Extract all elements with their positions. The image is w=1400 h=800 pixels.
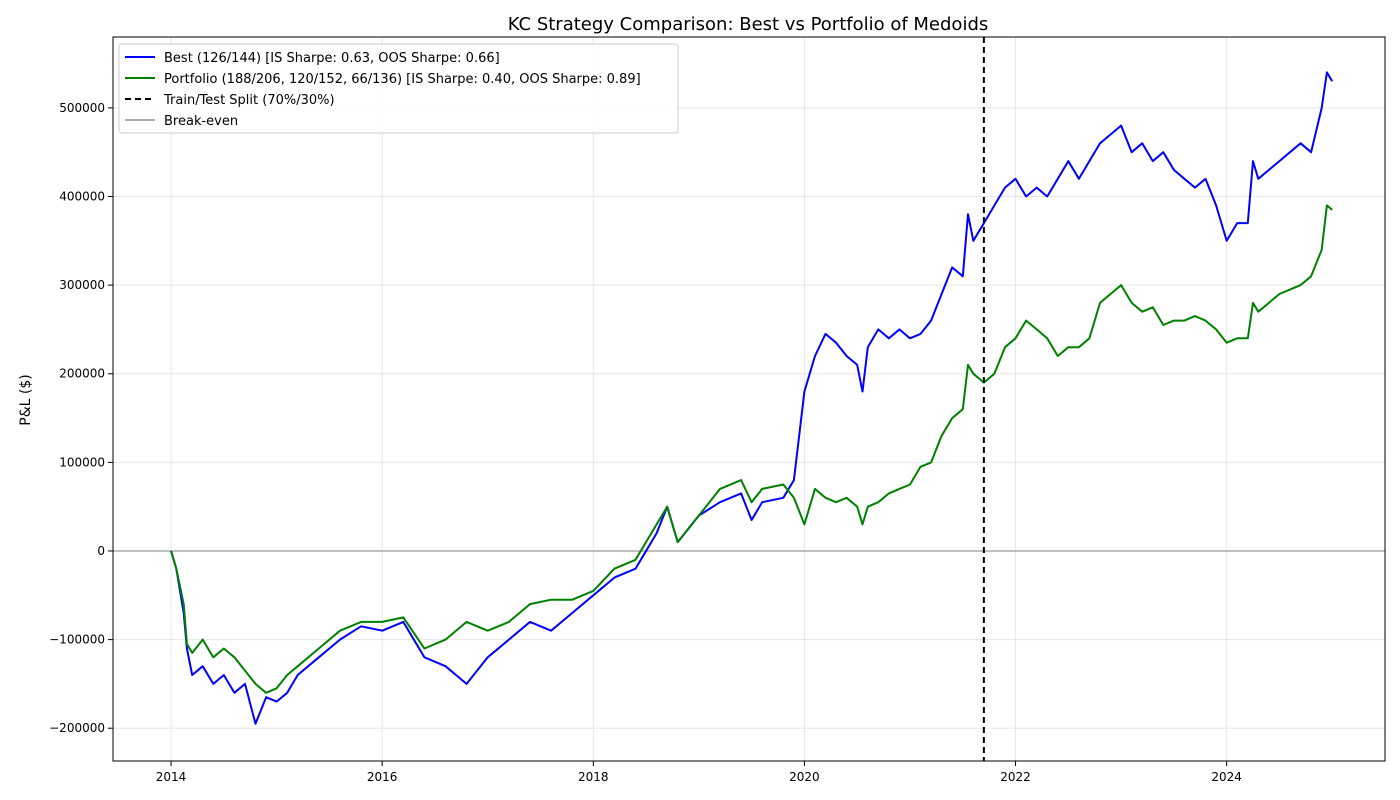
series-portfolio-line — [170, 204, 1333, 694]
chart-title: KC Strategy Comparison: Best vs Portfoli… — [508, 14, 989, 35]
x-tick-label: 2020 — [789, 770, 820, 784]
legend-label: Train/Test Split (70%/30%) — [163, 93, 335, 108]
series-best-line — [170, 71, 1334, 725]
y-tick-label: 300000 — [59, 278, 105, 292]
y-tick-label: 400000 — [59, 190, 105, 204]
legend-box — [118, 43, 679, 134]
y-tick-label: 500000 — [59, 101, 105, 115]
legend-label: Portfolio (188/206, 120/152, 66/136) [IS… — [164, 72, 641, 87]
x-tick-label: 2024 — [1211, 770, 1242, 784]
y-tick-label: 0 — [97, 544, 105, 558]
y-tick-label: 100000 — [59, 455, 105, 469]
y-axis-label: P&L ($) — [18, 374, 34, 425]
legend: Best (126/144) [IS Sharpe: 0.63, OOS Sha… — [118, 43, 679, 134]
y-axis-ticks: −200000 −100000 0 100000 200000 300000 400000 5… — [49, 101, 113, 735]
y-tick-label: −100000 — [49, 633, 105, 647]
y-tick-label: 200000 — [59, 367, 105, 381]
grid — [113, 37, 1385, 761]
x-tick-label: 2022 — [1000, 770, 1031, 784]
x-tick-label: 2014 — [156, 770, 187, 784]
legend-label: Best (126/144) [IS Sharpe: 0.63, OOS Sha… — [164, 51, 500, 66]
x-tick-label: 2016 — [367, 770, 398, 784]
y-tick-label: −200000 — [49, 721, 105, 735]
x-axis-ticks: 2014 2016 2018 2020 2022 2024 — [156, 761, 1242, 784]
series-lines — [170, 71, 1334, 725]
plot-frame — [112, 36, 1386, 762]
x-tick-label: 2018 — [578, 770, 609, 784]
legend-label: Break-even — [164, 114, 238, 129]
